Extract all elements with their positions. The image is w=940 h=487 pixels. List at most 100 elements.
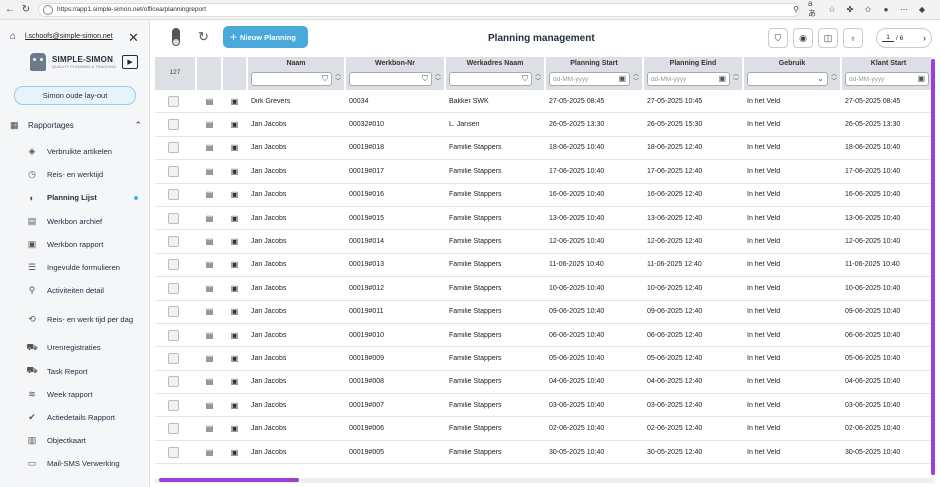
- reload-icon[interactable]: ↻: [21, 4, 31, 15]
- row-checkbox[interactable]: [168, 142, 179, 154]
- start-date-input[interactable]: dd-MM-yyyy ▣: [549, 72, 630, 86]
- schedule-icon[interactable]: ▣: [230, 96, 239, 106]
- sidebar-item-werkbon-rapport[interactable]: ▣ Werkbon rapport: [26, 233, 146, 256]
- werkbon-filter-input[interactable]: ⛉: [349, 72, 432, 86]
- columns-icon[interactable]: ◫: [818, 28, 838, 48]
- sidebar-item-reis-en-werktijd[interactable]: ◷ Reis- en werktijd: [26, 163, 146, 186]
- sidebar-item-week-rapport[interactable]: ≋ Week rapport: [26, 383, 146, 406]
- sidebar-item-planning-lijst[interactable]: ◐ Planning Lijst: [26, 186, 146, 209]
- clipboard-icon[interactable]: ▤: [205, 307, 214, 317]
- table-row[interactable]: ▤ ▣ Dirk Grevers 00034 Bakker SWK 27-05-2025 …: [155, 90, 935, 114]
- old-layout-button[interactable]: Simon oude lay-out: [14, 86, 136, 105]
- table-row[interactable]: ▤ ▣ Jan Jacobs 00019#007 Familie Stappers 03-…: [155, 394, 935, 418]
- table-row[interactable]: ▤ ▣ Jan Jacobs 00019#008 Familie Stappers 04-…: [155, 371, 935, 395]
- row-checkbox[interactable]: [168, 95, 179, 107]
- schedule-icon[interactable]: ▣: [230, 283, 239, 293]
- bookmark-star-icon[interactable]: ☆: [828, 4, 836, 14]
- schedule-icon[interactable]: ▣: [230, 166, 239, 176]
- schedule-icon[interactable]: ▣: [230, 400, 239, 410]
- clipboard-icon[interactable]: ▤: [205, 283, 214, 293]
- sidebar-item-reis-en-werk-tijd-per-dag[interactable]: ⟲ Reis- en werk tijd per dag: [26, 302, 146, 336]
- schedule-icon[interactable]: ▣: [230, 213, 239, 223]
- back-icon[interactable]: ←: [5, 4, 15, 15]
- key-icon[interactable]: ⚲: [793, 4, 799, 14]
- row-checkbox[interactable]: [168, 446, 179, 458]
- sidebar-item-task-report[interactable]: ⛟ Task Report: [26, 360, 146, 383]
- schedule-icon[interactable]: ▣: [230, 447, 239, 457]
- next-page-icon[interactable]: ›: [923, 33, 926, 43]
- scrollbar-thumb[interactable]: [931, 59, 935, 475]
- table-row[interactable]: ▤ ▣ Jan Jacobs 00019#011 Familie Stappers 09-…: [155, 301, 935, 324]
- gebruik-select[interactable]: ⌄: [747, 72, 828, 86]
- clipboard-icon[interactable]: ▤: [205, 377, 214, 387]
- row-checkbox[interactable]: [168, 165, 179, 177]
- schedule-icon[interactable]: ▣: [230, 260, 239, 270]
- chevron-up-icon[interactable]: ⌃: [134, 120, 142, 130]
- calendar-icon[interactable]: ▣: [718, 74, 726, 83]
- lightbulb-icon[interactable]: ♁: [843, 28, 863, 48]
- table-row[interactable]: ▤ ▣ Jan Jacobs 00019#009 Familie Stappers 05-…: [155, 347, 935, 371]
- table-row[interactable]: ▤ ▣ Jan Jacobs 00019#017 Familie Stappers 17-…: [155, 160, 935, 184]
- row-checkbox[interactable]: [168, 236, 179, 248]
- naam-filter-input[interactable]: ⛉: [251, 72, 332, 86]
- schedule-icon[interactable]: ▣: [230, 237, 239, 247]
- clipboard-icon[interactable]: ▤: [205, 447, 214, 457]
- sidebar-item-actiedetails-rapport[interactable]: ✔ Actiedetails Rapport: [26, 406, 146, 429]
- funnel-icon[interactable]: ⛉: [422, 74, 428, 83]
- row-checkbox[interactable]: [168, 329, 179, 341]
- clipboard-icon[interactable]: ▤: [205, 143, 214, 153]
- section-rapportages[interactable]: ▦ Rapportages ⌃: [10, 120, 142, 131]
- copilot-icon[interactable]: ◆: [918, 4, 926, 14]
- favorites-icon[interactable]: ✩: [864, 4, 872, 14]
- clipboard-icon[interactable]: ▤: [205, 424, 214, 434]
- schedule-icon[interactable]: ▣: [230, 307, 239, 317]
- row-checkbox[interactable]: [168, 189, 179, 201]
- funnel-icon[interactable]: ⛉: [322, 74, 328, 83]
- row-checkbox[interactable]: [168, 119, 179, 131]
- clipboard-icon[interactable]: ▤: [205, 237, 214, 247]
- chevron-down-icon[interactable]: ⌄: [817, 74, 824, 83]
- header-werkbon[interactable]: Werkbon-Nr ⛉ ︿ ﹀: [346, 57, 446, 90]
- row-checkbox[interactable]: [168, 399, 179, 411]
- clipboard-icon[interactable]: ▤: [205, 260, 214, 270]
- sort-icon[interactable]: ︿ ﹀: [534, 72, 541, 85]
- vertical-scrollbar[interactable]: [931, 57, 935, 484]
- table-row[interactable]: ▤ ▣ Jan Jacobs 00019#014 Familie Stappers 12-…: [155, 230, 935, 254]
- schedule-icon[interactable]: ▣: [230, 377, 239, 387]
- funnel-icon[interactable]: ⛉: [522, 74, 528, 83]
- table-row[interactable]: ▤ ▣ Jan Jacobs 00032#010 L. Jansen 26-05-2025…: [155, 113, 935, 137]
- extensions-icon[interactable]: ✤: [846, 4, 854, 14]
- clipboard-icon[interactable]: ▤: [205, 400, 214, 410]
- row-checkbox[interactable]: [168, 376, 179, 388]
- site-info-icon[interactable]: [43, 4, 53, 15]
- table-row[interactable]: ▤ ▣ Jan Jacobs 00019#015 Familie Stappers 13-…: [155, 207, 935, 231]
- table-row[interactable]: ▤ ▣ Jan Jacobs 00019#006 Familie Stappers 02-…: [155, 417, 935, 441]
- row-checkbox[interactable]: [168, 282, 179, 294]
- header-naam[interactable]: Naam ⛉ ︿ ﹀: [248, 57, 346, 90]
- clipboard-icon[interactable]: ▤: [205, 96, 214, 106]
- table-row[interactable]: ▤ ▣ Jan Jacobs 00019#013 Familie Stappers 11-…: [155, 254, 935, 278]
- row-checkbox[interactable]: [168, 423, 179, 435]
- clipboard-icon[interactable]: ▤: [205, 353, 214, 363]
- refresh-icon[interactable]: ↻: [198, 29, 209, 44]
- clipboard-icon[interactable]: ▤: [205, 330, 214, 340]
- adres-filter-input[interactable]: ⛉: [449, 72, 532, 86]
- sort-icon[interactable]: ︿ ﹀: [334, 72, 341, 85]
- toggle-switch[interactable]: [172, 28, 180, 46]
- schedule-icon[interactable]: ▣: [230, 353, 239, 363]
- calendar-icon[interactable]: ▣: [917, 74, 925, 83]
- sidebar-item-werkbon-archief[interactable]: ▤ Werkbon archief: [26, 210, 146, 233]
- header-eind[interactable]: Planning Eind dd-MM-yyyy ▣ ︿ ﹀: [644, 57, 744, 90]
- clipboard-icon[interactable]: ▤: [205, 190, 214, 200]
- page-input[interactable]: 1: [882, 34, 894, 42]
- calendar-icon[interactable]: ▣: [618, 74, 626, 83]
- scrollbar-thumb[interactable]: [159, 478, 299, 482]
- clipboard-icon[interactable]: ▤: [205, 120, 214, 130]
- schedule-icon[interactable]: ▣: [230, 120, 239, 130]
- schedule-icon[interactable]: ▣: [230, 330, 239, 340]
- eye-icon[interactable]: ◉: [793, 28, 813, 48]
- table-row[interactable]: ▤ ▣ Jan Jacobs 00019#005 Familie Stappers 30-…: [155, 441, 935, 465]
- clipboard-icon[interactable]: ▤: [205, 213, 214, 223]
- sidebar-item-verbruikte-artikelen[interactable]: ◈ Verbruikte artikelen: [26, 140, 146, 163]
- table-row[interactable]: ▤ ▣ Jan Jacobs 00019#012 Familie Stappers 10-…: [155, 277, 935, 301]
